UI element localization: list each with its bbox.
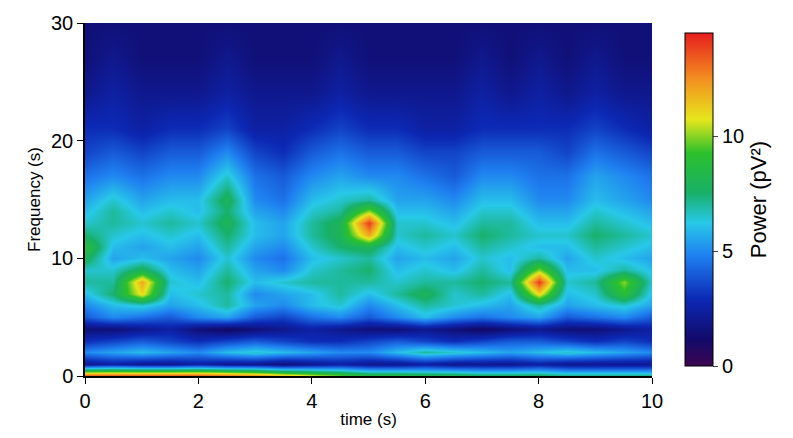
svg-text:Power (pV²): Power (pV²): [746, 141, 771, 258]
svg-text:8: 8: [533, 390, 544, 412]
svg-text:6: 6: [420, 390, 431, 412]
svg-text:4: 4: [306, 390, 317, 412]
svg-text:10: 10: [641, 390, 663, 412]
svg-text:30: 30: [51, 12, 73, 34]
svg-text:0: 0: [62, 365, 73, 387]
svg-text:Frequency (s): Frequency (s): [25, 147, 44, 252]
svg-text:2: 2: [193, 390, 204, 412]
svg-text:0: 0: [722, 355, 733, 377]
svg-text:10: 10: [51, 247, 73, 269]
svg-text:0: 0: [79, 390, 90, 412]
svg-text:10: 10: [722, 125, 744, 147]
svg-text:20: 20: [51, 130, 73, 152]
svg-text:5: 5: [722, 240, 733, 262]
svg-text:time (s): time (s): [340, 410, 397, 429]
